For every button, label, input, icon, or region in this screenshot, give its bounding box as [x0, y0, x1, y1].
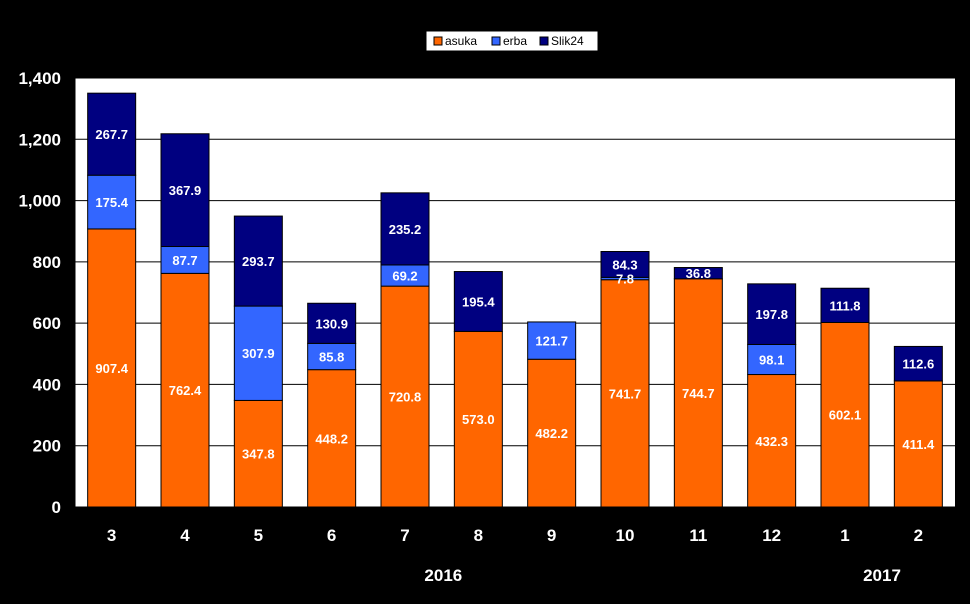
x-tick-label-6: 6 [327, 526, 336, 545]
data-label-asuka-6: 448.2 [315, 431, 348, 446]
bar-asuka-9 [527, 358, 577, 508]
legend: asuka erba Slik24 [425, 30, 599, 52]
y-tick-label-200: 200 [33, 437, 61, 456]
y-tick-label-400: 400 [33, 375, 61, 394]
bar-Slik24-10 [600, 250, 650, 278]
bar-erba-4 [160, 246, 210, 274]
x-tick-label-5: 5 [254, 526, 263, 545]
bar-Slik24-12 [747, 283, 797, 345]
bar-Slik24-7 [380, 192, 430, 266]
gridlines [74, 77, 955, 508]
bar-Slik24-3 [87, 92, 137, 176]
bar-erba-12 [747, 343, 797, 376]
x-tick-label-8: 8 [474, 526, 483, 545]
data-label-asuka-7: 720.8 [389, 390, 422, 405]
data-label-asuka-5: 347.8 [242, 447, 275, 462]
data-label-Slik24-1: 111.8 [829, 298, 860, 313]
bar-asuka-2 [893, 380, 943, 508]
legend-box [425, 30, 599, 52]
bar-Slik24-11 [673, 267, 723, 280]
x-tick-label-4: 4 [180, 526, 190, 545]
data-label-asuka-10: 741.7 [609, 386, 642, 401]
data-label-Slik24-11: 36.8 [686, 266, 711, 281]
data-label-Slik24-8: 195.4 [462, 294, 495, 309]
data-label-asuka-8: 573.0 [462, 412, 495, 427]
bar-Slik24-2 [893, 345, 943, 382]
y-tick-label-1400: 1,400 [18, 69, 61, 88]
legend-swatch-asuka [433, 36, 443, 46]
bar-Slik24-8 [453, 271, 503, 332]
data-label-erba-3: 175.4 [95, 195, 128, 210]
y-tick-label-1200: 1,200 [18, 130, 61, 149]
bar-erba-6 [307, 342, 357, 371]
data-label-asuka-4: 762.4 [169, 383, 202, 398]
bar-asuka-3 [87, 228, 137, 508]
data-label-Slik24-10: 84.3 [612, 257, 637, 272]
data-labels: 907.4 175.4 267.7 762.4 87.7 367.9 347.8 307.9 2… [95, 127, 935, 462]
legend-label-erba: erba [503, 34, 527, 48]
bar-Slik24-1 [820, 287, 870, 323]
bar-asuka-12 [747, 374, 797, 508]
data-label-asuka-1: 602.1 [829, 408, 862, 423]
data-label-Slik24-3: 267.7 [95, 127, 128, 142]
bar-asuka-11 [673, 278, 723, 508]
bar-erba-9 [527, 321, 577, 360]
bar-asuka-7 [380, 285, 430, 508]
bar-asuka-6 [307, 369, 357, 508]
plot-area [75, 78, 955, 507]
x-axis-ticks: 3 4 5 6 7 8 9 10 11 12 1 2 [107, 526, 923, 545]
year-labels: 2016 2017 [424, 566, 900, 585]
data-label-asuka-2: 411.4 [902, 437, 935, 452]
legend-swatch-erba [491, 36, 501, 46]
bar-asuka-8 [453, 330, 503, 508]
y-tick-label-800: 800 [33, 253, 61, 272]
data-label-erba-6: 85.8 [319, 350, 344, 365]
data-label-Slik24-7: 235.2 [389, 222, 422, 237]
y-tick-label-0: 0 [52, 498, 61, 517]
data-label-Slik24-4: 367.9 [169, 183, 202, 198]
data-label-asuka-3: 907.4 [95, 361, 128, 376]
data-label-erba-5: 307.9 [242, 346, 275, 361]
bar-erba-5 [233, 305, 283, 401]
data-label-erba-7: 69.2 [392, 269, 417, 284]
data-label-Slik24-12: 197.8 [755, 307, 788, 322]
bar-asuka-1 [820, 321, 870, 508]
legend-label-asuka: asuka [445, 34, 477, 48]
x-tick-label-1: 1 [840, 526, 849, 545]
legend-label-Slik24: Slik24 [551, 34, 584, 48]
data-label-asuka-12: 432.3 [755, 434, 788, 449]
data-label-Slik24-2: 112.6 [902, 357, 934, 372]
data-label-asuka-9: 482.2 [535, 426, 568, 441]
data-label-erba-12: 98.1 [759, 353, 784, 368]
bar-asuka-5 [233, 399, 283, 508]
bars [87, 92, 943, 508]
year-label-2017: 2017 [863, 566, 901, 585]
data-label-asuka-11: 744.7 [682, 386, 715, 401]
y-tick-label-600: 600 [33, 314, 61, 333]
y-axis-ticks: 0 200 400 600 800 1,000 1,200 1,400 [18, 69, 61, 517]
x-tick-label-10: 10 [616, 526, 635, 545]
data-label-Slik24-6: 130.9 [315, 316, 348, 331]
year-label-2016: 2016 [424, 566, 462, 585]
legend-swatch-Slik24 [539, 36, 549, 46]
data-label-Slik24-5: 293.7 [242, 254, 275, 269]
x-tick-label-7: 7 [400, 526, 409, 545]
x-tick-label-2: 2 [914, 526, 923, 545]
x-tick-label-11: 11 [689, 526, 707, 545]
x-tick-label-3: 3 [107, 526, 116, 545]
x-tick-label-12: 12 [762, 526, 781, 545]
data-label-erba-10: 7.8 [616, 272, 634, 287]
bar-Slik24-4 [160, 133, 210, 248]
bar-Slik24-5 [233, 215, 283, 307]
bar-asuka-10 [600, 279, 650, 508]
y-tick-label-1000: 1,000 [18, 192, 61, 211]
x-tick-label-9: 9 [547, 526, 556, 545]
data-label-erba-9: 121.7 [535, 334, 568, 349]
data-label-erba-4: 87.7 [172, 253, 197, 268]
bar-Slik24-6 [307, 302, 357, 344]
